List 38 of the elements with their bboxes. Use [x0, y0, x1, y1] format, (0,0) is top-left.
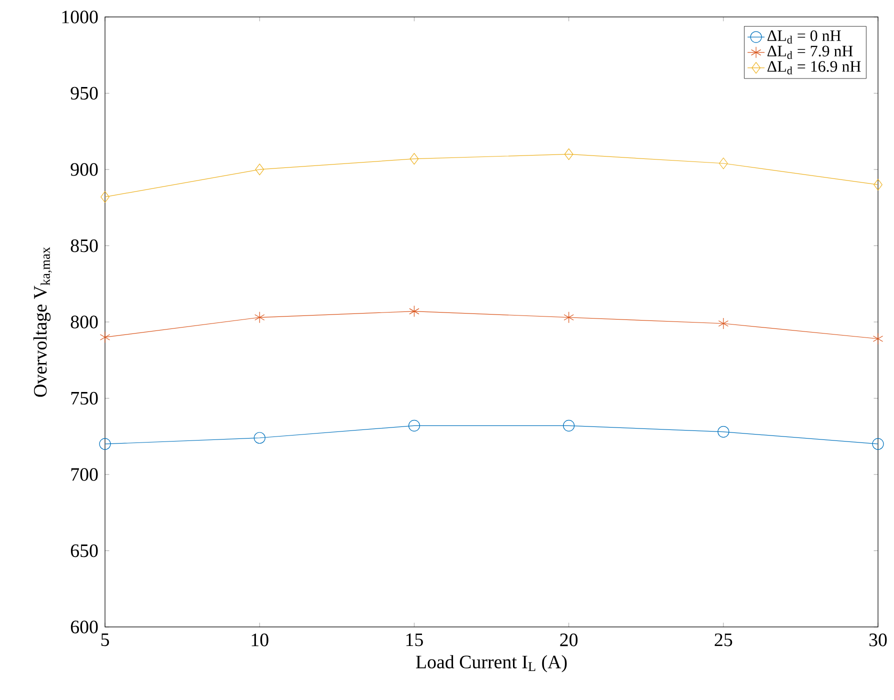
y-tick-label: 700 — [71, 468, 98, 481]
x-tick-label: 20 — [560, 634, 578, 646]
point — [99, 438, 111, 450]
point — [100, 331, 110, 344]
y-tick-label: 850 — [70, 239, 98, 252]
point — [100, 191, 110, 203]
point — [564, 148, 574, 160]
x-tick-label: 25 — [714, 633, 732, 646]
point — [874, 178, 882, 191]
legend-label: ΔL$_{d}$ = 16.9 nH — [767, 61, 861, 74]
point — [255, 164, 264, 176]
y-tick-label: 600 — [70, 620, 98, 634]
point — [409, 306, 420, 318]
point — [872, 438, 884, 450]
y-tick-label: 750 — [71, 392, 98, 405]
x-tick-label: 15 — [406, 634, 423, 646]
y-tick-label: 950 — [70, 86, 98, 100]
point — [408, 420, 420, 432]
point — [718, 318, 728, 330]
point — [563, 420, 575, 432]
point — [254, 312, 265, 324]
x-tick-label: 30 — [869, 634, 887, 646]
point — [872, 332, 884, 345]
y-tick-label: 900 — [70, 163, 98, 176]
point — [718, 426, 730, 438]
legend-label: ΔL$_{d}$ = 0 nH — [767, 30, 841, 44]
legend-label: ΔL$_{d}$ = 7.9 nH — [767, 46, 853, 59]
x-axis-title: Load Current I$_{L}$ (A) — [416, 655, 567, 672]
point — [564, 312, 574, 324]
y-axis-title: Overvoltage V$_{ka,max}$ — [33, 247, 52, 397]
y-tick-label: 650 — [70, 544, 98, 558]
point — [410, 153, 419, 165]
y-tick-label: 800 — [70, 316, 98, 328]
x-tick-label: 5 — [101, 633, 109, 646]
point — [254, 432, 266, 444]
point — [718, 158, 728, 170]
y-tick-label: 1000 — [62, 10, 98, 24]
x-tick-label: 10 — [252, 634, 268, 646]
